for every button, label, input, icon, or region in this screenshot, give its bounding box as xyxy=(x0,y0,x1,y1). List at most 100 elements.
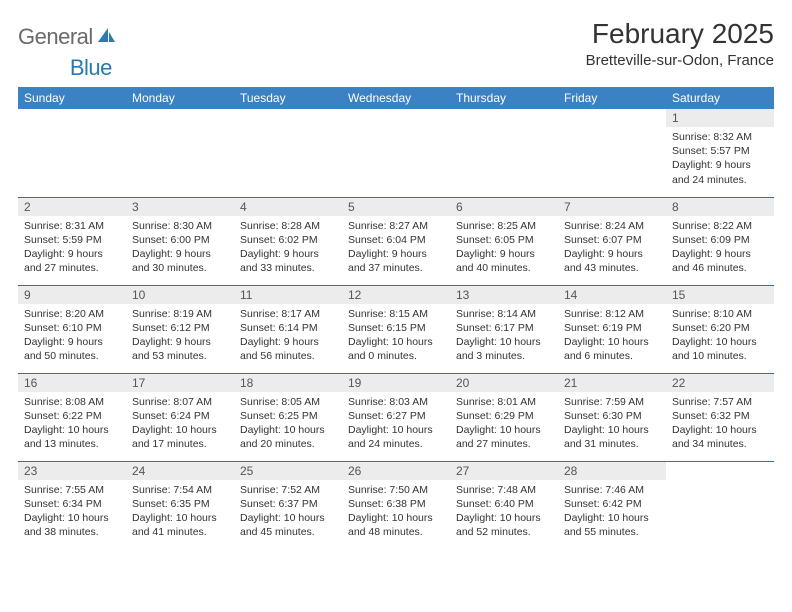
day-number: 6 xyxy=(450,198,558,216)
day-data-line: Sunrise: 8:30 AM xyxy=(132,219,228,233)
day-data-line: and 31 minutes. xyxy=(564,437,660,451)
day-data-line: Sunset: 6:34 PM xyxy=(24,497,120,511)
day-data-line: Daylight: 9 hours xyxy=(348,247,444,261)
calendar-cell: 21Sunrise: 7:59 AMSunset: 6:30 PMDayligh… xyxy=(558,373,666,461)
day-data-line: and 27 minutes. xyxy=(24,261,120,275)
calendar-cell xyxy=(342,109,450,197)
day-data-line: Sunrise: 7:52 AM xyxy=(240,483,336,497)
day-data-line: Sunset: 6:22 PM xyxy=(24,409,120,423)
day-data-line: Sunset: 6:15 PM xyxy=(348,321,444,335)
day-data-line: and 27 minutes. xyxy=(456,437,552,451)
day-data-line: Sunset: 6:19 PM xyxy=(564,321,660,335)
day-data-line: Sunrise: 7:46 AM xyxy=(564,483,660,497)
weekday-header: Wednesday xyxy=(342,87,450,109)
day-data: Sunrise: 8:14 AMSunset: 6:17 PMDaylight:… xyxy=(450,304,558,368)
day-data-line: Sunset: 6:37 PM xyxy=(240,497,336,511)
day-data-line: Sunrise: 8:32 AM xyxy=(672,130,768,144)
day-data-line: Daylight: 10 hours xyxy=(348,423,444,437)
day-number: 7 xyxy=(558,198,666,216)
day-data: Sunrise: 8:19 AMSunset: 6:12 PMDaylight:… xyxy=(126,304,234,368)
day-number: 16 xyxy=(18,374,126,392)
day-data: Sunrise: 7:52 AMSunset: 6:37 PMDaylight:… xyxy=(234,480,342,544)
calendar-cell: 22Sunrise: 7:57 AMSunset: 6:32 PMDayligh… xyxy=(666,373,774,461)
calendar-week-row: 9Sunrise: 8:20 AMSunset: 6:10 PMDaylight… xyxy=(18,285,774,373)
day-data-line: and 48 minutes. xyxy=(348,525,444,539)
day-data-line: and 50 minutes. xyxy=(24,349,120,363)
weekday-header-row: Sunday Monday Tuesday Wednesday Thursday… xyxy=(18,87,774,109)
day-data-line: and 30 minutes. xyxy=(132,261,228,275)
calendar-cell: 4Sunrise: 8:28 AMSunset: 6:02 PMDaylight… xyxy=(234,197,342,285)
day-data-line: Sunset: 6:24 PM xyxy=(132,409,228,423)
day-data xyxy=(450,127,558,134)
day-data-line: Daylight: 10 hours xyxy=(348,335,444,349)
day-data-line: Sunset: 6:29 PM xyxy=(456,409,552,423)
calendar-cell: 3Sunrise: 8:30 AMSunset: 6:00 PMDaylight… xyxy=(126,197,234,285)
day-data-line: and 13 minutes. xyxy=(24,437,120,451)
day-data-line: Daylight: 10 hours xyxy=(456,511,552,525)
day-data-line: Daylight: 10 hours xyxy=(564,423,660,437)
day-data-line: Daylight: 10 hours xyxy=(132,423,228,437)
calendar-cell: 19Sunrise: 8:03 AMSunset: 6:27 PMDayligh… xyxy=(342,373,450,461)
day-data-line: Sunset: 6:14 PM xyxy=(240,321,336,335)
weekday-header: Sunday xyxy=(18,87,126,109)
day-data-line: Daylight: 9 hours xyxy=(132,335,228,349)
calendar-cell: 10Sunrise: 8:19 AMSunset: 6:12 PMDayligh… xyxy=(126,285,234,373)
day-data: Sunrise: 8:07 AMSunset: 6:24 PMDaylight:… xyxy=(126,392,234,456)
calendar-cell: 27Sunrise: 7:48 AMSunset: 6:40 PMDayligh… xyxy=(450,461,558,549)
calendar-cell: 12Sunrise: 8:15 AMSunset: 6:15 PMDayligh… xyxy=(342,285,450,373)
day-data-line: and 52 minutes. xyxy=(456,525,552,539)
day-number: 5 xyxy=(342,198,450,216)
calendar-week-row: 2Sunrise: 8:31 AMSunset: 5:59 PMDaylight… xyxy=(18,197,774,285)
day-data: Sunrise: 7:48 AMSunset: 6:40 PMDaylight:… xyxy=(450,480,558,544)
day-number: 20 xyxy=(450,374,558,392)
day-data-line: Sunrise: 8:24 AM xyxy=(564,219,660,233)
day-data-line: Sunrise: 7:50 AM xyxy=(348,483,444,497)
day-data-line: Sunrise: 8:14 AM xyxy=(456,307,552,321)
day-data-line: Sunrise: 7:48 AM xyxy=(456,483,552,497)
day-data: Sunrise: 8:20 AMSunset: 6:10 PMDaylight:… xyxy=(18,304,126,368)
day-data: Sunrise: 8:01 AMSunset: 6:29 PMDaylight:… xyxy=(450,392,558,456)
day-number: 18 xyxy=(234,374,342,392)
day-data-line: Sunset: 6:05 PM xyxy=(456,233,552,247)
location: Bretteville-sur-Odon, France xyxy=(586,52,774,69)
day-data xyxy=(126,127,234,134)
day-data-line: Daylight: 10 hours xyxy=(564,335,660,349)
day-data-line: and 46 minutes. xyxy=(672,261,768,275)
day-data: Sunrise: 8:05 AMSunset: 6:25 PMDaylight:… xyxy=(234,392,342,456)
calendar-cell xyxy=(234,109,342,197)
day-data-line: Sunrise: 8:15 AM xyxy=(348,307,444,321)
day-data: Sunrise: 8:32 AMSunset: 5:57 PMDaylight:… xyxy=(666,127,774,191)
day-data-line: Daylight: 10 hours xyxy=(240,511,336,525)
calendar-cell xyxy=(450,109,558,197)
day-data-line: Sunrise: 7:59 AM xyxy=(564,395,660,409)
day-data-line: Sunset: 6:40 PM xyxy=(456,497,552,511)
day-data-line: and 6 minutes. xyxy=(564,349,660,363)
calendar-cell: 20Sunrise: 8:01 AMSunset: 6:29 PMDayligh… xyxy=(450,373,558,461)
calendar-cell: 26Sunrise: 7:50 AMSunset: 6:38 PMDayligh… xyxy=(342,461,450,549)
day-data-line: Daylight: 10 hours xyxy=(672,335,768,349)
day-data-line: and 56 minutes. xyxy=(240,349,336,363)
day-data-line: and 37 minutes. xyxy=(348,261,444,275)
day-data xyxy=(558,127,666,134)
day-number: 19 xyxy=(342,374,450,392)
weekday-header: Saturday xyxy=(666,87,774,109)
calendar-week-row: 16 Sunrise: 8:08 AMSunset: 6:22 PM Dayligh… xyxy=(18,373,774,461)
brand-part1: General xyxy=(18,24,93,50)
sail-icon xyxy=(96,24,116,50)
day-data-line: Sunset: 6:07 PM xyxy=(564,233,660,247)
day-data-line: Daylight: 10 hours xyxy=(564,511,660,525)
day-number: 27 xyxy=(450,462,558,480)
day-number: 13 xyxy=(450,286,558,304)
calendar-cell: 13Sunrise: 8:14 AMSunset: 6:17 PMDayligh… xyxy=(450,285,558,373)
weekday-header: Tuesday xyxy=(234,87,342,109)
calendar-cell: 11Sunrise: 8:17 AMSunset: 6:14 PMDayligh… xyxy=(234,285,342,373)
day-data-line: Sunset: 6:20 PM xyxy=(672,321,768,335)
calendar-cell: 23Sunrise: 7:55 AMSunset: 6:34 PMDayligh… xyxy=(18,461,126,549)
calendar-cell xyxy=(558,109,666,197)
day-data: Sunrise: 8:17 AMSunset: 6:14 PMDaylight:… xyxy=(234,304,342,368)
day-data-line: Sunrise: 8:08 AM xyxy=(24,395,120,409)
day-data-line: Sunrise: 8:07 AM xyxy=(132,395,228,409)
day-data: Sunrise: 7:46 AMSunset: 6:42 PMDaylight:… xyxy=(558,480,666,544)
day-data-line: Sunrise: 8:27 AM xyxy=(348,219,444,233)
day-data: Sunrise: 8:10 AMSunset: 6:20 PMDaylight:… xyxy=(666,304,774,368)
